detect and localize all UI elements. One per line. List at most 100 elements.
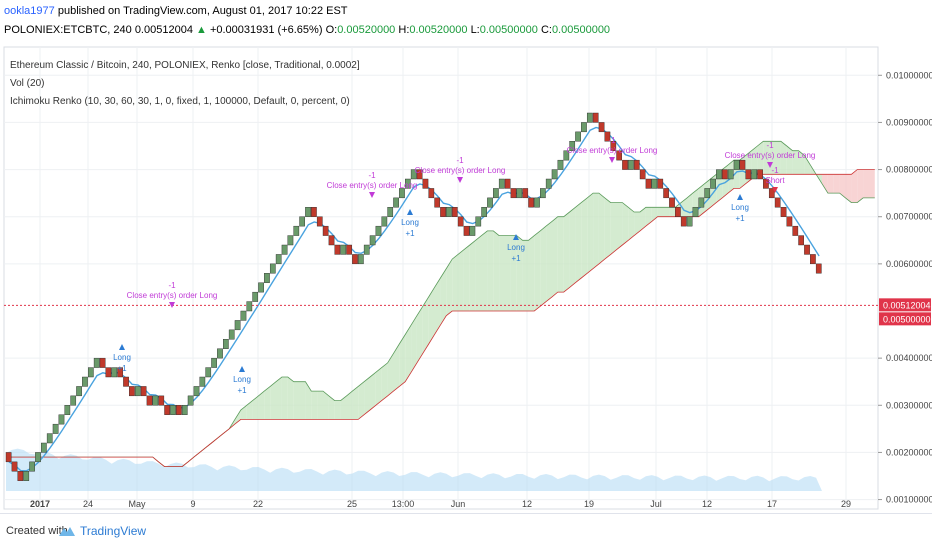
renko-brick-up — [575, 131, 581, 142]
trade-qty: -1 — [368, 171, 376, 180]
cloud-segment — [575, 202, 582, 283]
renko-brick-down — [123, 376, 129, 387]
renko-brick-up — [275, 254, 282, 265]
cloud-segment — [387, 353, 394, 396]
cloud-segment — [493, 230, 500, 311]
cloud-segment — [446, 259, 453, 316]
renko-brick-up — [581, 122, 587, 133]
renko-brick-down — [739, 159, 746, 170]
renko-brick-down — [522, 188, 529, 199]
cloud-segment — [252, 395, 259, 420]
renko-brick-down — [322, 225, 329, 236]
renko-brick-up — [404, 178, 411, 189]
high-label: H: — [398, 24, 410, 36]
renko-brick-down — [105, 367, 112, 378]
y-tick-label: 0.00900000 — [886, 117, 932, 127]
trade-label: Close entry(s) order Long — [567, 146, 658, 155]
author-link[interactable]: ookla1977 — [4, 5, 55, 17]
exit-arrow-icon — [609, 157, 615, 163]
renko-brick-up — [698, 197, 705, 208]
trade-qty: -1 — [456, 156, 464, 165]
created-with-text: Created with — [6, 525, 68, 537]
publish-info: published on TradingView.com, August 01,… — [57, 5, 348, 17]
trade-label: Close entry(s) order Long — [415, 166, 506, 175]
close-price-badge — [879, 312, 931, 326]
renko-brick-up — [651, 178, 658, 189]
trade-label: Close entry(s) order Long — [327, 181, 418, 190]
renko-brick-up — [299, 216, 305, 227]
renko-brick-up — [586, 112, 593, 123]
renko-brick-up — [64, 405, 71, 415]
renko-brick-up — [381, 216, 388, 227]
cloud-segment — [681, 197, 687, 217]
cloud-segment — [311, 391, 318, 420]
renko-brick-up — [569, 141, 576, 151]
renko-brick-up — [70, 395, 77, 406]
renko-brick-down — [510, 188, 517, 199]
x-tick-label: May — [128, 499, 146, 509]
y-tick-label: 0.00800000 — [886, 165, 932, 175]
cloud-segment — [458, 249, 464, 311]
renko-brick-down — [158, 395, 165, 406]
price-change: +0.00031931 (+6.65%) — [209, 24, 323, 36]
renko-brick-up — [498, 178, 505, 189]
cloud-segment — [323, 391, 329, 420]
cloud-segment — [381, 362, 388, 401]
renko-brick-down — [117, 367, 124, 378]
cloud-segment — [827, 174, 834, 194]
renko-brick-down — [311, 207, 317, 217]
time-axis[interactable]: 2017 24 May 9 22 25 13:00 Jun 12 19 Jul 12 17 29 — [30, 499, 851, 509]
long-arrow-icon — [737, 194, 743, 200]
renko-brick-up — [211, 357, 217, 368]
cloud-segment — [804, 155, 811, 175]
renko-brick-down — [657, 178, 664, 189]
renko-brick-down — [680, 216, 687, 227]
renko-brick-down — [633, 159, 640, 170]
leading-span-b — [6, 169, 875, 468]
cloud-segment — [598, 193, 605, 264]
renko-brick-up — [35, 452, 41, 463]
tradingview-brand[interactable]: TradingView — [80, 524, 147, 538]
renko-brick-up — [369, 235, 376, 246]
cloud-segment — [452, 254, 458, 311]
renko-brick-down — [164, 405, 170, 415]
cloud-segment — [516, 235, 523, 311]
renko-brick-up — [410, 169, 417, 180]
renko-brick-down — [745, 169, 752, 180]
renko-brick-up — [152, 395, 159, 406]
cloud-segment — [581, 197, 588, 278]
renko-brick-up — [446, 207, 452, 217]
trade-label: Long — [233, 375, 251, 384]
renko-brick-down — [780, 207, 787, 217]
cloud-segment — [528, 235, 535, 311]
long-arrow-icon — [119, 344, 125, 350]
cloud-segment — [393, 344, 400, 392]
cloud-segment — [375, 367, 382, 406]
trade-label: Short — [765, 176, 785, 185]
renko-brick-up — [199, 376, 206, 387]
x-tick-label: Jul — [650, 499, 662, 509]
cloud-segment — [557, 216, 564, 293]
cloud-segment — [798, 150, 805, 175]
trade-qty: -1 — [771, 166, 779, 175]
renko-brick-up — [692, 207, 699, 217]
cloud-segment — [440, 268, 447, 326]
renko-brick-up — [563, 150, 570, 161]
renko-brick-down — [645, 178, 652, 189]
renko-brick-up — [287, 235, 294, 246]
tradingview-logo-icon — [59, 527, 75, 536]
cloud-segment — [411, 315, 417, 373]
exit-arrow-icon — [369, 192, 375, 198]
x-tick-label: 22 — [253, 499, 263, 509]
close-price-label: 0.00500000 — [883, 314, 931, 324]
symbol-header: POLONIEX:ETCBTC, 240 0.00512004 ▲ +0.000… — [4, 24, 610, 36]
renko-brick-down — [722, 169, 728, 180]
cloud-segment — [857, 169, 864, 203]
cloud-segment — [340, 395, 347, 420]
trade-label: Close entry(s) order Long — [725, 151, 816, 160]
cloud-segment — [334, 400, 341, 420]
renko-brick-up — [205, 367, 212, 378]
price-axis[interactable]: 0.01000000 0.00900000 0.00800000 0.00700000… — [878, 70, 932, 505]
